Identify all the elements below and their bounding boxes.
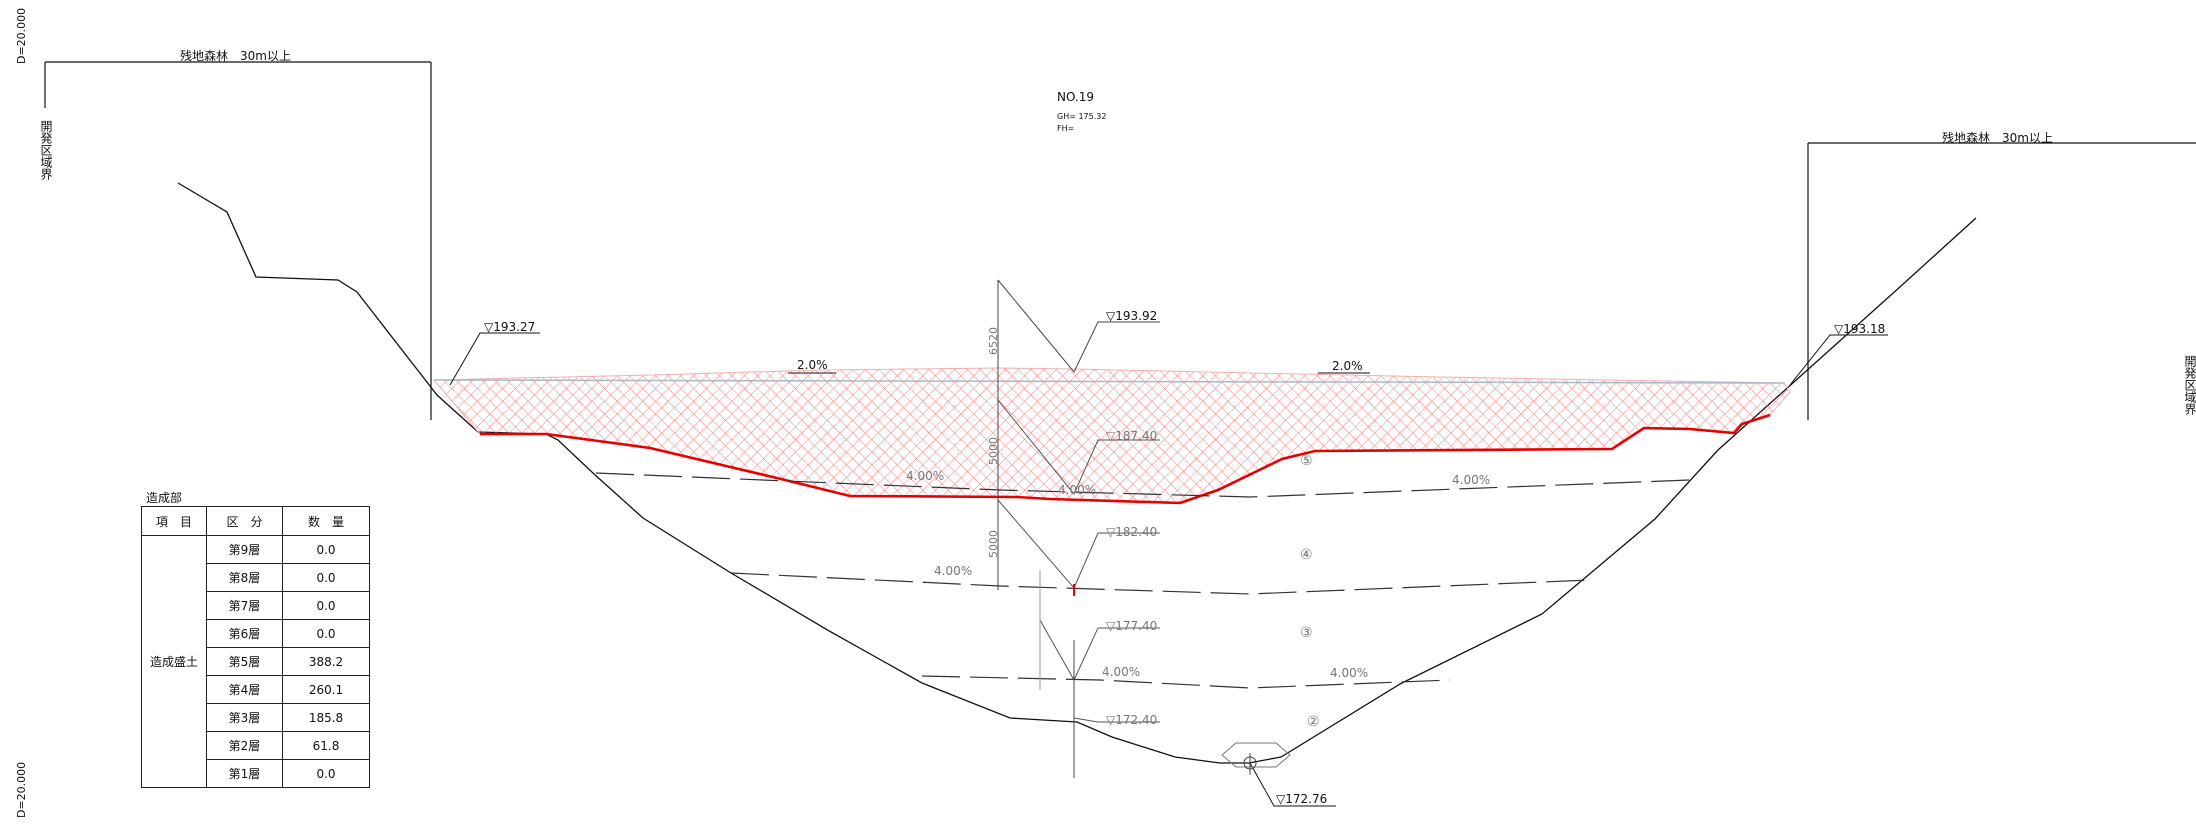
header-item: 項 目: [141, 506, 207, 536]
elev-center-top: ▽193.92: [1106, 309, 1157, 323]
layer-qty: 0.0: [282, 535, 370, 564]
layer-name: 第8層: [206, 563, 283, 592]
table-row: 第7層 0.0: [142, 591, 370, 620]
header-quantity: 数 量: [282, 506, 370, 536]
layer-name: 第7層: [206, 591, 283, 620]
layer-name: 第5層: [206, 647, 283, 676]
layer-name: 第4層: [206, 675, 283, 704]
layer-name: 第2層: [206, 731, 283, 760]
layer-name: 第1層: [206, 759, 283, 788]
center-diag-top: [997, 279, 1160, 373]
scale-label-top: D=20.000: [15, 8, 28, 64]
formation-height: FH=: [1057, 124, 1074, 133]
center-diag-1: [997, 399, 1160, 495]
layer-qty: 388.2: [282, 647, 370, 676]
left-forest-label: 残地森林 30m以上: [180, 48, 291, 63]
table-row: 第1層 0.0: [142, 759, 370, 788]
table-row: 第8層 0.0: [142, 563, 370, 592]
elev-bench1: ▽187.40: [1106, 429, 1157, 443]
original-ground-line: [177, 182, 1977, 764]
road-surface-line: [433, 379, 1785, 384]
elev-bench3: ▽177.40: [1106, 619, 1157, 633]
bench5-line: [595, 472, 1691, 498]
volume-table-caption: 造成部: [146, 491, 183, 505]
bench3-line: [921, 675, 1451, 689]
elev-bench4: ▽172.40: [1106, 713, 1157, 727]
slope-l3-right: 4.00%: [1330, 666, 1368, 680]
layer-qty: 0.0: [282, 563, 370, 592]
dim-5000-b: 5000: [987, 530, 1000, 558]
layer-qty: 0.0: [282, 619, 370, 648]
layer-3-label: ③: [1300, 625, 1313, 641]
dim-6520: 6520: [987, 327, 1000, 355]
layer-2-label: ②: [1307, 714, 1320, 730]
culvert-marker: [1221, 742, 1291, 768]
slope-l3-left: 4.00%: [1102, 665, 1140, 679]
right-boundary-label: 開発区域界: [2183, 355, 2196, 416]
section-number: NO.19: [1057, 90, 1094, 104]
table-row: 造成盛土 第9層 0.0: [141, 535, 370, 788]
ground-height: GH= 175.32: [1057, 112, 1106, 121]
table-row: 第2層 61.8: [142, 731, 370, 760]
slope-l5-left: 4.00%: [906, 469, 944, 483]
left-crest-leader: [449, 332, 540, 386]
layer-qty: 0.0: [282, 759, 370, 788]
slope-l4-left: 4.00%: [934, 564, 972, 578]
header-division: 区 分: [206, 506, 283, 536]
center-diag-2: [997, 499, 1160, 589]
dim-5000-a: 5000: [987, 437, 1000, 465]
fill-bottom-edge: [480, 413, 1771, 505]
layer-5-label: ⑤: [1300, 453, 1313, 469]
right-forest-label: 残地森林 30m以上: [1942, 130, 2053, 145]
table-row: 第6層 0.0: [142, 619, 370, 648]
layer-4-label: ④: [1300, 547, 1313, 563]
elev-left-crest: ▽193.27: [484, 320, 535, 334]
slope-top-left: 2.0%: [797, 358, 828, 372]
volume-table: 項 目 区 分 数 量 造成盛土 第9層 0.0 第8層 0.0 第7層 0.0…: [141, 506, 370, 788]
slope-l5-right: 4.00%: [1452, 473, 1490, 487]
item-name: 造成盛土: [141, 535, 207, 788]
layer-qty: 260.1: [282, 675, 370, 704]
slope-l5-center: 4.00%: [1058, 483, 1096, 497]
bottom-leader: [1249, 762, 1336, 807]
layer-qty: 61.8: [282, 731, 370, 760]
layer-name: 第6層: [206, 619, 283, 648]
scale-label-bottom: D=20.000: [15, 762, 28, 818]
elev-right-crest: ▽193.18: [1834, 322, 1885, 336]
center-diag-3: [1039, 619, 1160, 682]
center-diag-4: [1073, 717, 1160, 723]
bench4-line: [730, 572, 1591, 595]
layer-name: 第9層: [206, 535, 283, 564]
layer-qty: 185.8: [282, 703, 370, 732]
slope-top-right: 2.0%: [1332, 359, 1363, 373]
left-boundary-label: 開発区域界: [39, 120, 53, 181]
elev-bench2: ▽182.40: [1106, 525, 1157, 539]
right-crest-leader: [1789, 334, 1888, 386]
volume-table-header: 項 目 区 分 数 量: [141, 506, 370, 536]
layer-name: 第3層: [206, 703, 283, 732]
elev-bottom: ▽172.76: [1276, 792, 1327, 806]
layer-qty: 0.0: [282, 591, 370, 620]
